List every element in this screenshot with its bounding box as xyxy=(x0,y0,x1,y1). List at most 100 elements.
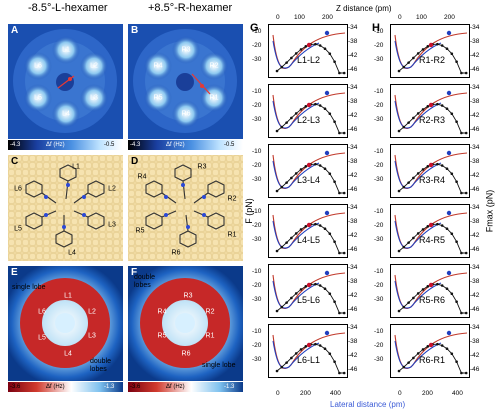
data-point xyxy=(460,311,463,315)
data-point xyxy=(445,227,449,231)
force-plot: L6-L1 xyxy=(268,324,348,378)
max-point-red xyxy=(306,162,312,168)
data-point xyxy=(294,172,298,175)
data-point xyxy=(445,287,449,291)
force-plot: R3-R4 xyxy=(390,144,470,198)
force-plot-svg xyxy=(394,30,468,75)
lobe-label: R3 xyxy=(183,292,193,300)
data-point xyxy=(412,116,415,120)
data-point xyxy=(275,369,279,373)
panel-f-letter: F xyxy=(131,267,138,278)
y-tick-left: -30 xyxy=(252,356,262,363)
max-point-blue xyxy=(446,150,452,156)
force-plot: R2-R3 xyxy=(390,84,470,138)
colorbar-unit: Δf (Hz) xyxy=(166,384,185,390)
data-point xyxy=(285,361,288,364)
y-tick-right: -42 xyxy=(470,232,480,239)
max-point-red xyxy=(306,222,312,228)
data-point xyxy=(426,105,430,108)
y-tick-right: -46 xyxy=(348,246,358,253)
panel-e-simulated-image: E L1 L2 L3 L4 L5 L6 single lobe double l… xyxy=(8,266,123,381)
data-point xyxy=(299,228,303,231)
lobe-label: R5 xyxy=(153,94,163,102)
data-point xyxy=(407,301,410,304)
molecule-label: R1 xyxy=(227,231,237,239)
force-plot: R4-R5 xyxy=(390,204,470,258)
data-point xyxy=(304,165,308,168)
y-tick-right: -34 xyxy=(470,84,480,91)
data-point xyxy=(299,48,303,51)
y-tick-left: -10 xyxy=(374,148,384,155)
molecule-label: R4 xyxy=(137,173,147,181)
bottom-axis-label: Lateral distance (pm) xyxy=(330,400,406,409)
data-point xyxy=(412,236,415,240)
force-curve xyxy=(394,160,442,189)
colorbar-max: -1.3 xyxy=(104,384,115,390)
y-tick-right: -42 xyxy=(348,52,358,59)
y-tick-right: -46 xyxy=(348,306,358,313)
y-tick-left: -20 xyxy=(252,102,262,109)
data-point xyxy=(440,164,444,167)
data-point xyxy=(328,172,332,175)
y-tick-right: -42 xyxy=(470,172,480,179)
lobe-label: L2 xyxy=(90,62,98,70)
data-point xyxy=(445,167,449,171)
data-point xyxy=(294,292,298,295)
pair-label: L2-L3 xyxy=(297,115,321,125)
y-tick-left: -20 xyxy=(374,342,384,349)
top-tick: 200 xyxy=(444,14,455,21)
molecule-label: L6 xyxy=(14,185,22,193)
colorbar-unit: Δf (Hz) xyxy=(46,384,65,390)
data-point xyxy=(333,180,336,183)
lobe-label: L1 xyxy=(64,292,72,300)
max-point-red xyxy=(428,342,434,348)
data-point xyxy=(275,249,279,253)
data-point xyxy=(426,285,430,288)
data-point xyxy=(323,347,327,351)
pair-label: L6-L1 xyxy=(297,355,321,365)
top-tick: 200 xyxy=(322,14,333,21)
data-point xyxy=(323,227,327,231)
max-point-blue xyxy=(446,90,452,96)
data-point xyxy=(416,352,420,355)
data-point xyxy=(342,191,346,195)
lobe-label: R4 xyxy=(157,308,167,316)
data-point xyxy=(280,245,284,249)
right-hexamer-title: +8.5°-R-hexamer xyxy=(148,2,233,14)
data-point xyxy=(426,345,430,348)
max-point-red xyxy=(306,42,312,48)
data-point xyxy=(436,162,439,166)
data-point xyxy=(318,104,322,107)
data-point xyxy=(440,104,444,107)
colorbar-min: -3.6 xyxy=(130,384,141,390)
lobe-label: R1 xyxy=(209,94,219,102)
y-tick-left: -20 xyxy=(374,42,384,49)
left-hexamer-title: -8.5°-L-hexamer xyxy=(28,2,108,14)
data-point xyxy=(397,309,401,313)
y-tick-right: -42 xyxy=(348,172,358,179)
data-point xyxy=(402,125,406,129)
data-point xyxy=(314,162,317,166)
data-point xyxy=(421,48,425,51)
panel-d-letter: D xyxy=(131,156,139,167)
force-plot-svg xyxy=(394,330,468,375)
data-point xyxy=(290,236,293,240)
y-tick-left: -10 xyxy=(374,28,384,35)
data-point xyxy=(290,116,293,120)
max-point-red xyxy=(428,42,434,48)
data-point xyxy=(440,344,444,347)
colorbar-ef-left xyxy=(8,382,123,392)
y-tick-left: -10 xyxy=(252,268,262,275)
data-point xyxy=(450,352,454,355)
data-point xyxy=(304,105,308,108)
data-point xyxy=(407,121,410,124)
y-tick-left: -30 xyxy=(252,56,262,63)
y-tick-right: -38 xyxy=(470,98,480,105)
data-point xyxy=(314,222,317,226)
y-tick-left: -10 xyxy=(252,328,262,335)
data-point xyxy=(323,167,327,171)
data-point xyxy=(323,47,327,51)
pair-label: L5-L6 xyxy=(297,295,321,305)
data-point xyxy=(450,172,454,175)
y-tick-right: -46 xyxy=(470,306,480,313)
